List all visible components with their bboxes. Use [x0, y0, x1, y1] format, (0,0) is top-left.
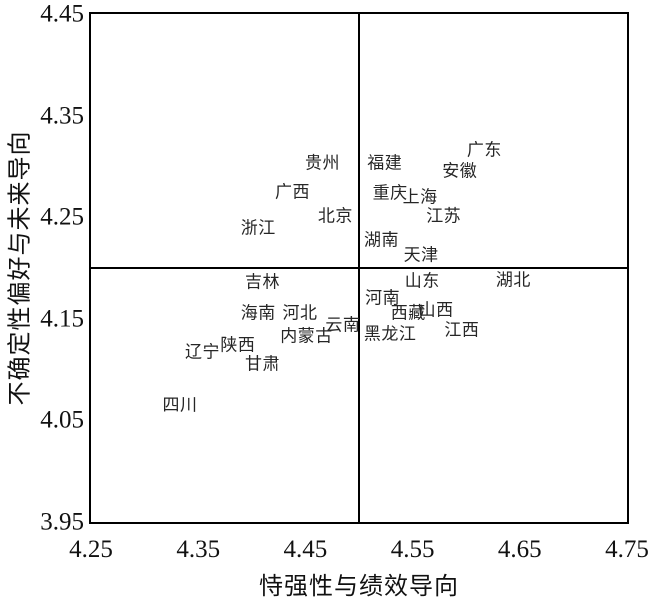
- y-axis-title: 不确定性偏好与未来导向: [7, 130, 34, 406]
- province-label: 湖南: [364, 230, 399, 250]
- y-tick-label: 4.15: [40, 305, 84, 333]
- province-label: 海南: [240, 303, 276, 323]
- y-tick-label: 4.05: [40, 406, 84, 434]
- province-label: 浙江: [240, 218, 276, 238]
- y-tick-label: 3.95: [40, 508, 84, 536]
- province-label: 安徽: [442, 161, 478, 181]
- province-label: 贵州: [305, 153, 341, 173]
- province-label: 天津: [403, 245, 439, 265]
- province-label: 广东: [466, 140, 502, 160]
- province-label: 重庆: [372, 183, 408, 203]
- province-label: 湖北: [495, 270, 531, 290]
- y-tick-label: 4.45: [40, 0, 84, 28]
- province-label: 北京: [317, 206, 353, 226]
- province-label: 黑龙江: [363, 324, 417, 344]
- y-tick-label: 4.35: [40, 101, 84, 129]
- province-label: 上海: [402, 187, 438, 207]
- x-tick-label: 4.75: [605, 536, 649, 563]
- province-label: 广西: [275, 182, 311, 202]
- province-label: 西藏: [390, 303, 426, 323]
- province-label: 辽宁: [184, 342, 220, 362]
- province-label: 江西: [444, 320, 480, 340]
- province-label: 云南: [325, 315, 361, 335]
- province-label: 陕西: [220, 335, 256, 355]
- province-label: 山东: [404, 271, 440, 291]
- quadrant-divider-horizontal: [91, 267, 627, 269]
- x-tick-label: 4.65: [497, 536, 542, 563]
- province-label: 河南: [365, 288, 401, 308]
- x-tick-label: 4.25: [69, 536, 113, 563]
- plot-area: 贵州 福建 广东 安徽广西 重庆 上海北京 江苏浙江湖南 天津吉林 山东 湖北河南海南 河北 西藏 山西…: [89, 12, 629, 524]
- x-tick-label: 4.35: [176, 536, 221, 563]
- x-tick-label: 4.45: [283, 536, 328, 563]
- x-axis-title: 恃强性与绩效导向: [259, 574, 459, 600]
- y-tick-label: 4.25: [40, 203, 84, 231]
- province-label: 福建: [367, 153, 403, 173]
- province-label: 四川: [162, 395, 198, 415]
- province-label: 吉林: [245, 272, 281, 292]
- province-label: 河北: [282, 303, 318, 323]
- x-tick-label: 4.55: [390, 536, 435, 563]
- province-label: 内蒙古: [280, 326, 333, 346]
- province-label: 山西: [418, 300, 454, 320]
- province-label: 江苏: [426, 206, 462, 226]
- province-label: 甘肃: [245, 354, 281, 373]
